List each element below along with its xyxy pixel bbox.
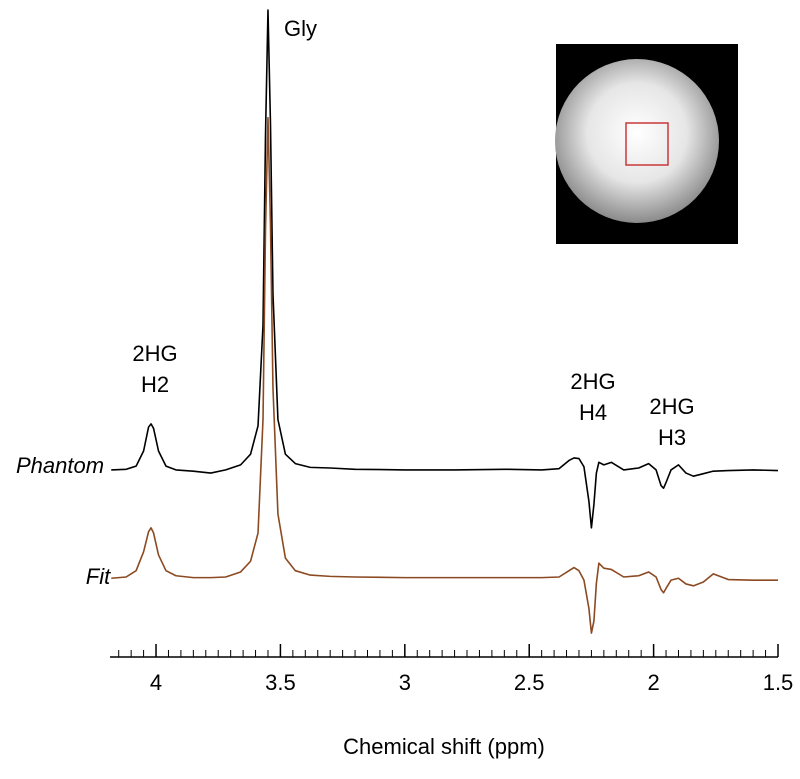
peak-annotation: Gly [284,16,317,41]
x-tick-label: 4 [150,670,162,695]
peak-annotation: 2HG [132,341,177,366]
peak-annotation: 2HG [649,394,694,419]
peak-annotation: H4 [579,400,607,425]
x-axis-label: Chemical shift (ppm) [343,734,545,759]
x-tick-label: 3.5 [265,670,296,695]
spectrum-line [111,9,779,529]
peak-annotation: H2 [141,372,169,397]
x-tick-label: 3 [399,670,411,695]
x-tick-label: 2.5 [514,670,545,695]
peak-annotation: H3 [658,425,686,450]
spectrum-line [111,116,778,634]
series-label: Fit [86,564,111,589]
inset-image [555,44,738,244]
x-tick-label: 1.5 [763,670,794,695]
phantom-disk [555,59,719,223]
peak-annotation: 2HG [570,369,615,394]
voxel-roi [625,122,669,166]
series-label: Phantom [16,453,104,478]
x-tick-label: 2 [647,670,659,695]
